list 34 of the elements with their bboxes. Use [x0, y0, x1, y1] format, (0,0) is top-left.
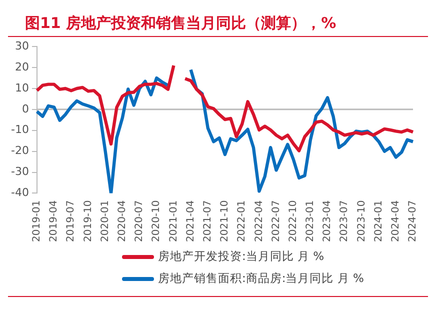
legend-label: 房地产销售面积:商品房:当月同比 月 %: [158, 271, 364, 286]
x-tick-label: 2022-01: [236, 200, 248, 242]
y-tick-label: -30: [11, 165, 29, 178]
y-tick-label: -40: [11, 186, 29, 200]
x-tick-label: 2023-01: [305, 200, 316, 242]
x-tick-label: 2024-01: [373, 200, 384, 242]
x-tick-label: 2019-10: [82, 200, 94, 242]
x-tick-label: 2022-07: [270, 200, 282, 242]
y-tick-label: 30: [14, 39, 29, 52]
x-tick-label: 2021-07: [202, 200, 214, 242]
legend-label: 房地产开发投资:当月同比 月 %: [158, 249, 324, 264]
y-tick-label: -20: [11, 144, 29, 158]
chart-title: 图11 房地产投资和销售当月同比（测算），%: [8, 8, 428, 37]
x-tick-label: 2020-10: [151, 200, 162, 242]
x-tick-label: 2020-07: [134, 200, 146, 242]
x-tick-label: 2024-07: [408, 200, 419, 242]
x-tick-label: 2021-04: [185, 200, 196, 242]
x-tick-label: 2019-07: [66, 200, 77, 242]
x-tick-label: 2020-04: [117, 200, 128, 242]
y-tick-label: 10: [14, 81, 29, 94]
x-tick-label: 2023-04: [322, 200, 334, 242]
y-tick-label: 20: [14, 60, 29, 74]
x-tick-label: 2021-10: [220, 200, 231, 242]
x-tick-label: 2024-04: [390, 200, 402, 242]
x-tick-label: 2023-07: [339, 200, 350, 242]
y-tick-label: -10: [11, 123, 29, 136]
y-tick-label: 0: [22, 102, 29, 116]
x-tick-label: 2023-10: [356, 200, 368, 242]
x-tick-label: 2019-01: [32, 200, 43, 242]
x-tick-label: 2021-01: [168, 200, 180, 242]
x-tick-label: 2022-04: [254, 200, 265, 242]
x-tick-label: 2022-10: [288, 200, 299, 242]
x-tick-label: 2020-01: [100, 200, 111, 242]
x-tick-label: 2019-04: [48, 200, 60, 242]
